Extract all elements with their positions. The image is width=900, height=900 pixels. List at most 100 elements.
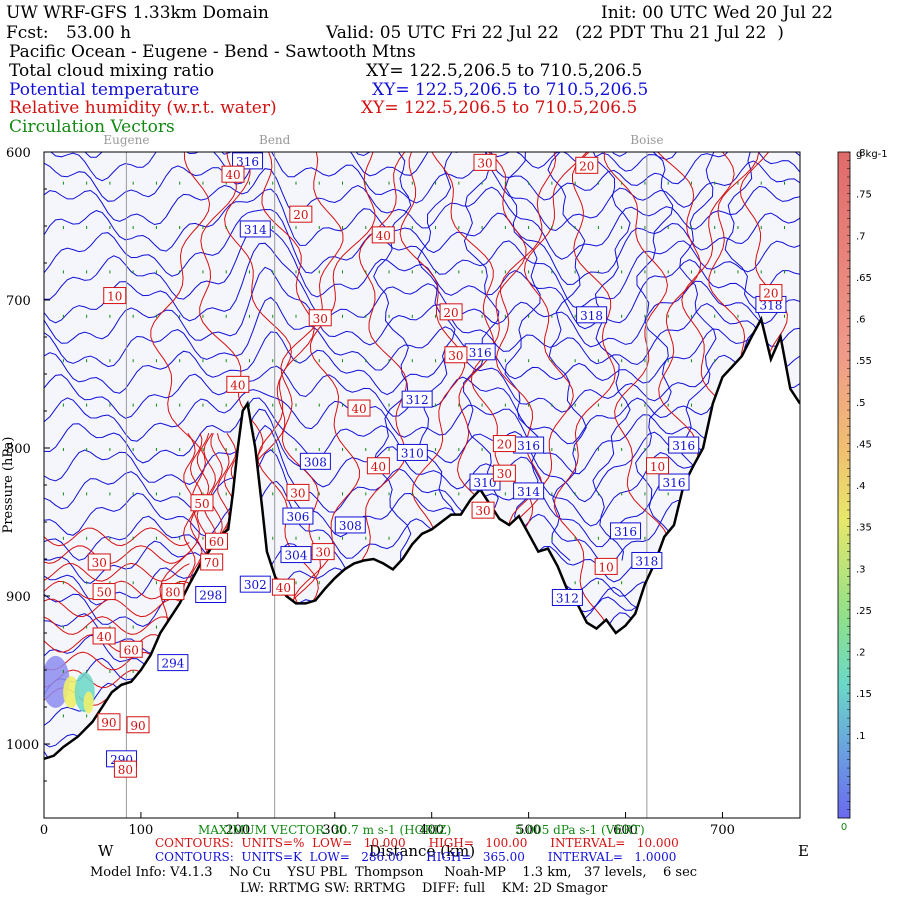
rh-label-box — [759, 284, 783, 302]
theta-label-box — [232, 152, 264, 170]
forecast-label: Fcst: — [6, 23, 49, 43]
location-label-boise: Boise — [630, 133, 663, 147]
theta-isoline — [44, 152, 800, 201]
rh-label-box — [271, 578, 295, 596]
x-tick-label: 500 — [516, 823, 541, 838]
theta-label: 316 — [610, 522, 642, 540]
y-tick-label: 600 — [6, 146, 31, 161]
theta-label-text: 302 — [244, 578, 267, 592]
theta-isoline — [44, 705, 800, 751]
x-tick-label: 600 — [613, 823, 638, 838]
theta-label-box — [469, 473, 501, 491]
rh-label-box — [308, 309, 332, 327]
x-tick-label: 100 — [129, 823, 154, 838]
theta-label: 308 — [299, 452, 331, 470]
theta-label-text: 294 — [161, 657, 184, 671]
colorbar-label: .6 — [856, 315, 866, 326]
theta-isoline — [44, 168, 800, 260]
rh-label-box — [161, 583, 185, 601]
theta-label-text: 306 — [286, 510, 309, 524]
theta-label-text: 316 — [614, 525, 637, 539]
colorbar-label: .55 — [856, 356, 872, 367]
theta-label-box — [513, 482, 545, 500]
theta-label-box — [334, 516, 366, 534]
colorbar-label: .2 — [856, 648, 866, 659]
theta-label: 316 — [232, 152, 264, 170]
rh-label: 60 — [119, 640, 143, 658]
cloud-shading — [44, 655, 95, 714]
rh-label-text: 10 — [599, 560, 614, 574]
rh-label-text: 30 — [477, 156, 492, 170]
theta-contour-info: CONTOURS: UNITS=K LOW= 286.00 HIGH= 365.… — [155, 850, 677, 864]
colorbar-label: .75 — [856, 190, 872, 201]
rh-label: 30 — [311, 543, 335, 561]
theta-label-text: 298 — [199, 589, 222, 603]
field-cloud-label: Total cloud mixing ratio — [9, 61, 215, 81]
theta-isoline — [44, 728, 800, 759]
rh-label-box — [221, 165, 245, 183]
rh-label: 10 — [103, 287, 127, 305]
theta-label-box — [157, 654, 189, 672]
rh-label: 10 — [646, 457, 670, 475]
rh-label-box — [366, 457, 390, 475]
field-rh-label: Relative humidity (w.r.t. water) — [9, 98, 277, 118]
rh-label-text: 70 — [204, 556, 219, 570]
location-label-eugene: Eugene — [103, 133, 149, 147]
rh-label-box — [92, 583, 116, 601]
theta-label-box — [396, 443, 428, 461]
theta-isoline — [44, 152, 800, 172]
theta-isoline — [44, 152, 800, 157]
cross-section-region: Pacific Ocean - Eugene - Bend - Sawtooth… — [9, 42, 416, 62]
theta-label-box — [610, 522, 642, 540]
theta-label: 316 — [464, 343, 496, 361]
rh-label-text: 40 — [230, 378, 245, 392]
theta-label-box — [239, 575, 271, 593]
theta-isoline — [44, 657, 800, 703]
rh-label-box — [200, 553, 224, 571]
colorbar-label: .8 — [856, 148, 866, 159]
field-vectors-label: Circulation Vectors — [9, 117, 175, 137]
rh-label: 40 — [347, 399, 371, 417]
rh-label-text: 40 — [225, 168, 240, 182]
rh-label-text: 40 — [371, 460, 386, 474]
x-tick-label: 700 — [710, 823, 735, 838]
rh-label-text: 20 — [763, 287, 778, 301]
y-tick-label: 700 — [6, 294, 31, 309]
theta-label-box — [576, 306, 608, 324]
rh-label-text: 50 — [194, 497, 209, 511]
rh-label-text: 30 — [315, 546, 330, 560]
rh-label: 30 — [286, 483, 310, 501]
x-tick-label: 0 — [40, 823, 48, 838]
theta-label-box — [658, 473, 690, 491]
rh-label: 90 — [97, 713, 121, 731]
rh-label-text: 20 — [293, 208, 308, 222]
theta-label: 306 — [282, 507, 314, 525]
theta-label-text: 314 — [244, 223, 267, 237]
theta-label: 298 — [195, 586, 227, 604]
theta-label-text: 312 — [406, 393, 429, 407]
location-label-bend: Bend — [259, 133, 291, 147]
theta-isoline — [373, 152, 412, 561]
colorbar-label: .35 — [856, 523, 872, 534]
rh-isoline — [44, 598, 190, 618]
theta-isoline — [44, 28, 800, 139]
theta-label-box — [551, 588, 583, 606]
rh-label-box — [289, 205, 313, 223]
rh-label-box — [444, 346, 468, 364]
theta-label: 318 — [631, 551, 663, 569]
rh-label-text: 40 — [376, 229, 391, 243]
rh-isoline — [244, 432, 257, 682]
rh-label-text: 90 — [130, 719, 145, 733]
rh-label-box — [594, 557, 618, 575]
theta-isoline — [44, 296, 800, 384]
colorbar-label: 0 — [841, 822, 847, 833]
forecast-hours: 53.00 h — [66, 23, 132, 43]
rh-label: 60 — [205, 532, 229, 550]
rh-label-box — [205, 532, 229, 550]
theta-label: 294 — [157, 654, 189, 672]
theta-label-box — [195, 586, 227, 604]
theta-label-text: 318 — [635, 554, 658, 568]
rh-label-text: 30 — [290, 486, 305, 500]
theta-label-text: 318 — [759, 298, 782, 312]
